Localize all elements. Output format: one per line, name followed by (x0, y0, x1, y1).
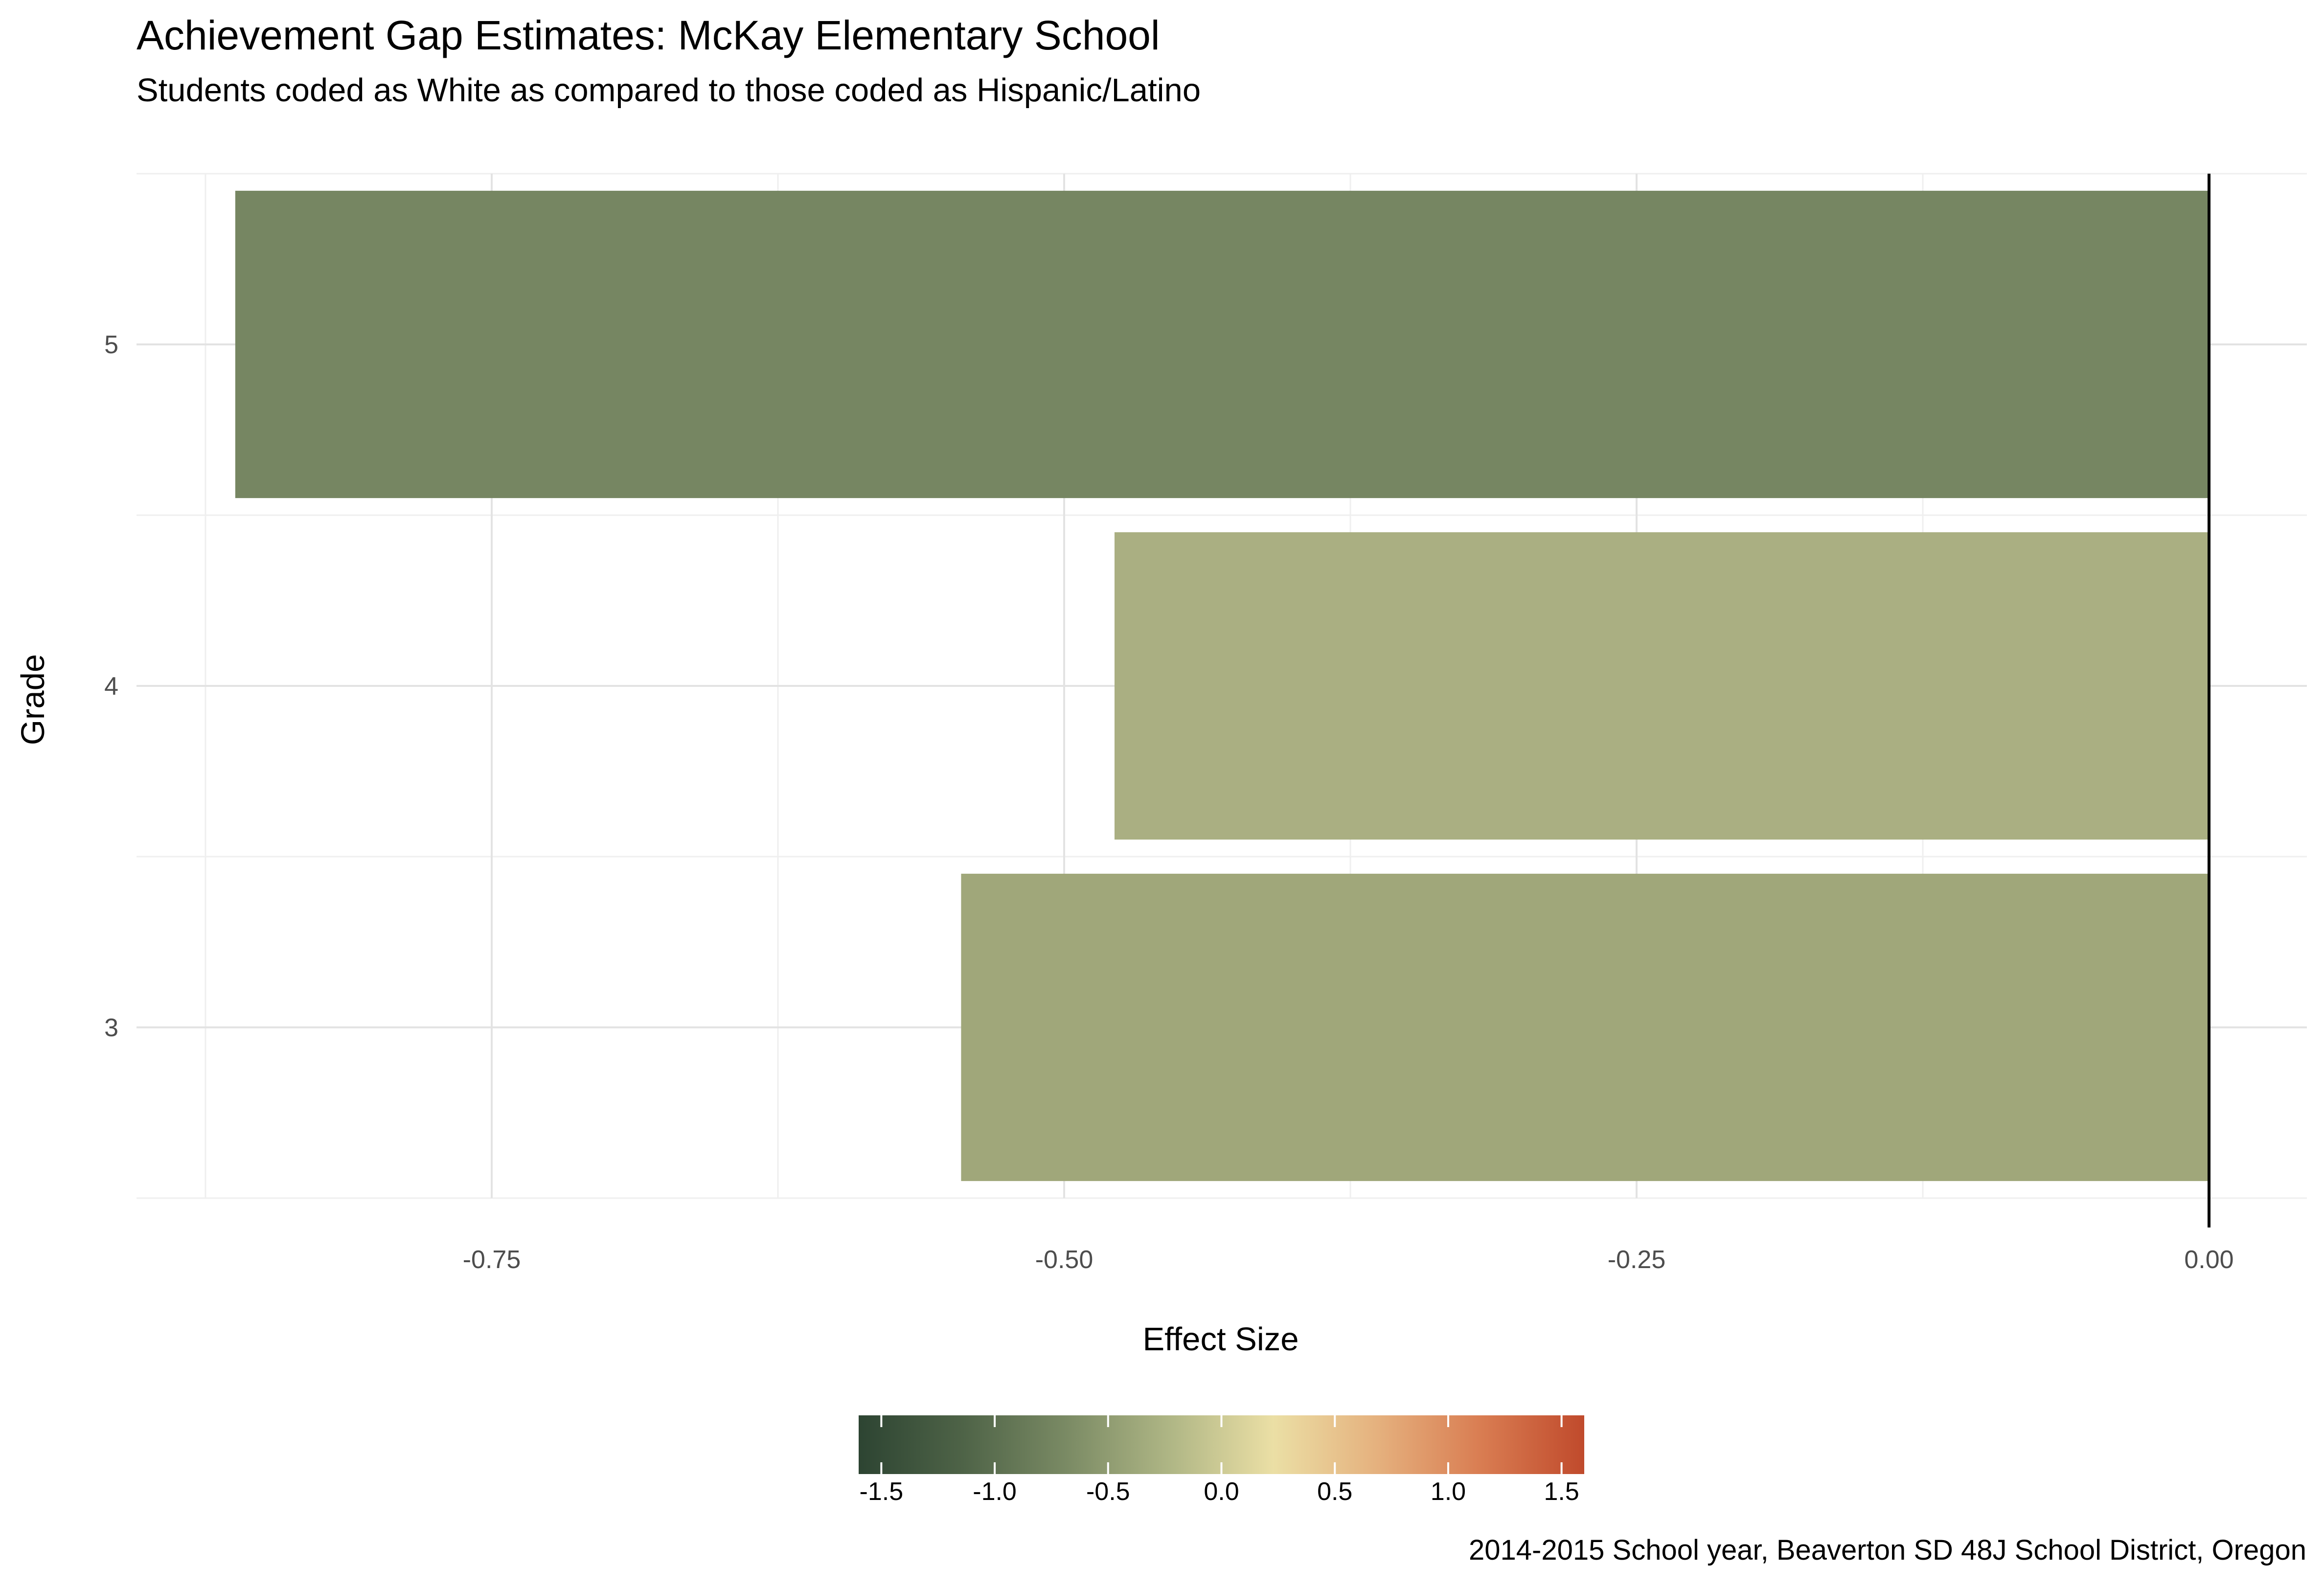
colorbar-label: 0.5 (1317, 1477, 1352, 1506)
bars (235, 190, 2210, 1181)
x-tick-label: 0.00 (2184, 1246, 2233, 1274)
colorbar-legend: -1.5 -1.0 -0.5 0.0 0.5 1.0 1.5 (859, 1415, 1584, 1506)
chart-subtitle: Students coded as White as compared to t… (137, 72, 1201, 109)
colorbar-label: -1.5 (860, 1477, 904, 1506)
chart-title: Achievement Gap Estimates: McKay Element… (137, 12, 1160, 58)
colorbar-ticks (880, 1415, 1563, 1474)
y-tick-label: 5 (104, 331, 118, 359)
x-tick-labels: -0.75 -0.50 -0.25 0.00 (463, 1246, 2234, 1274)
bar-grade-3 (961, 873, 2210, 1181)
bar-grade-4 (1114, 532, 2209, 840)
x-tick-label: -0.50 (1035, 1246, 1094, 1274)
x-tick-label: -0.25 (1608, 1246, 1666, 1274)
colorbar-label: -0.5 (1086, 1477, 1130, 1506)
bar-grade-5 (235, 190, 2209, 499)
x-axis-title: Effect Size (1142, 1321, 1299, 1358)
y-axis-title: Grade (15, 654, 51, 745)
colorbar-label: 1.0 (1431, 1477, 1466, 1506)
colorbar-label: -1.0 (973, 1477, 1017, 1506)
colorbar-label: 1.5 (1544, 1477, 1579, 1506)
colorbar-label: 0.0 (1204, 1477, 1239, 1506)
y-tick-label: 3 (104, 1014, 118, 1042)
y-tick-labels: 3 4 5 (104, 331, 118, 1042)
colorbar-labels: -1.5 -1.0 -0.5 0.0 0.5 1.0 1.5 (860, 1477, 1579, 1506)
chart-caption: 2014-2015 School year, Beaverton SD 48J … (1469, 1534, 2306, 1566)
x-tick-label: -0.75 (463, 1246, 521, 1274)
y-tick-label: 4 (104, 672, 118, 701)
